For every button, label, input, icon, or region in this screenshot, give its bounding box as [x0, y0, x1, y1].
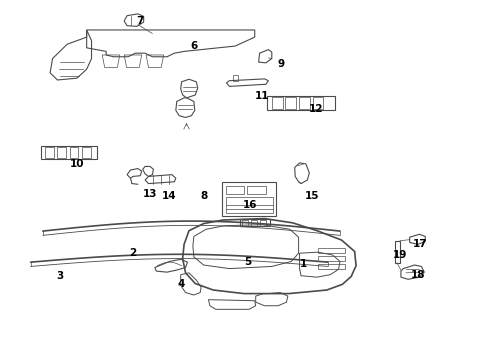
- Text: 15: 15: [305, 191, 319, 201]
- Bar: [57, 148, 66, 158]
- Bar: [41, 146, 98, 159]
- Text: 8: 8: [200, 191, 207, 201]
- Bar: [240, 219, 270, 226]
- Text: 7: 7: [137, 16, 144, 26]
- Text: 4: 4: [178, 279, 185, 289]
- Bar: [225, 186, 244, 194]
- Text: 10: 10: [70, 159, 84, 169]
- Bar: [313, 97, 323, 109]
- Text: 6: 6: [190, 41, 197, 51]
- Bar: [267, 96, 335, 111]
- Text: 16: 16: [243, 200, 257, 210]
- Bar: [221, 182, 276, 216]
- Text: 9: 9: [278, 59, 285, 69]
- Bar: [225, 197, 273, 213]
- Bar: [251, 220, 257, 226]
- Text: 14: 14: [162, 191, 177, 201]
- Text: 17: 17: [413, 239, 428, 249]
- Text: 2: 2: [129, 248, 137, 258]
- Bar: [299, 97, 310, 109]
- Bar: [45, 148, 54, 158]
- Text: 5: 5: [244, 257, 251, 267]
- Bar: [286, 97, 296, 109]
- Text: 18: 18: [411, 270, 425, 280]
- Bar: [82, 148, 91, 158]
- Bar: [318, 264, 345, 269]
- Bar: [70, 148, 78, 158]
- Bar: [272, 97, 283, 109]
- Bar: [242, 220, 248, 226]
- Bar: [260, 220, 266, 226]
- Text: 11: 11: [255, 91, 270, 101]
- Bar: [318, 256, 345, 261]
- Text: 13: 13: [143, 189, 157, 199]
- Text: 1: 1: [300, 259, 307, 269]
- Bar: [395, 241, 400, 263]
- Text: 12: 12: [308, 104, 323, 113]
- Text: 19: 19: [393, 250, 407, 260]
- Bar: [247, 186, 266, 194]
- Bar: [318, 248, 345, 253]
- Text: 3: 3: [56, 271, 64, 282]
